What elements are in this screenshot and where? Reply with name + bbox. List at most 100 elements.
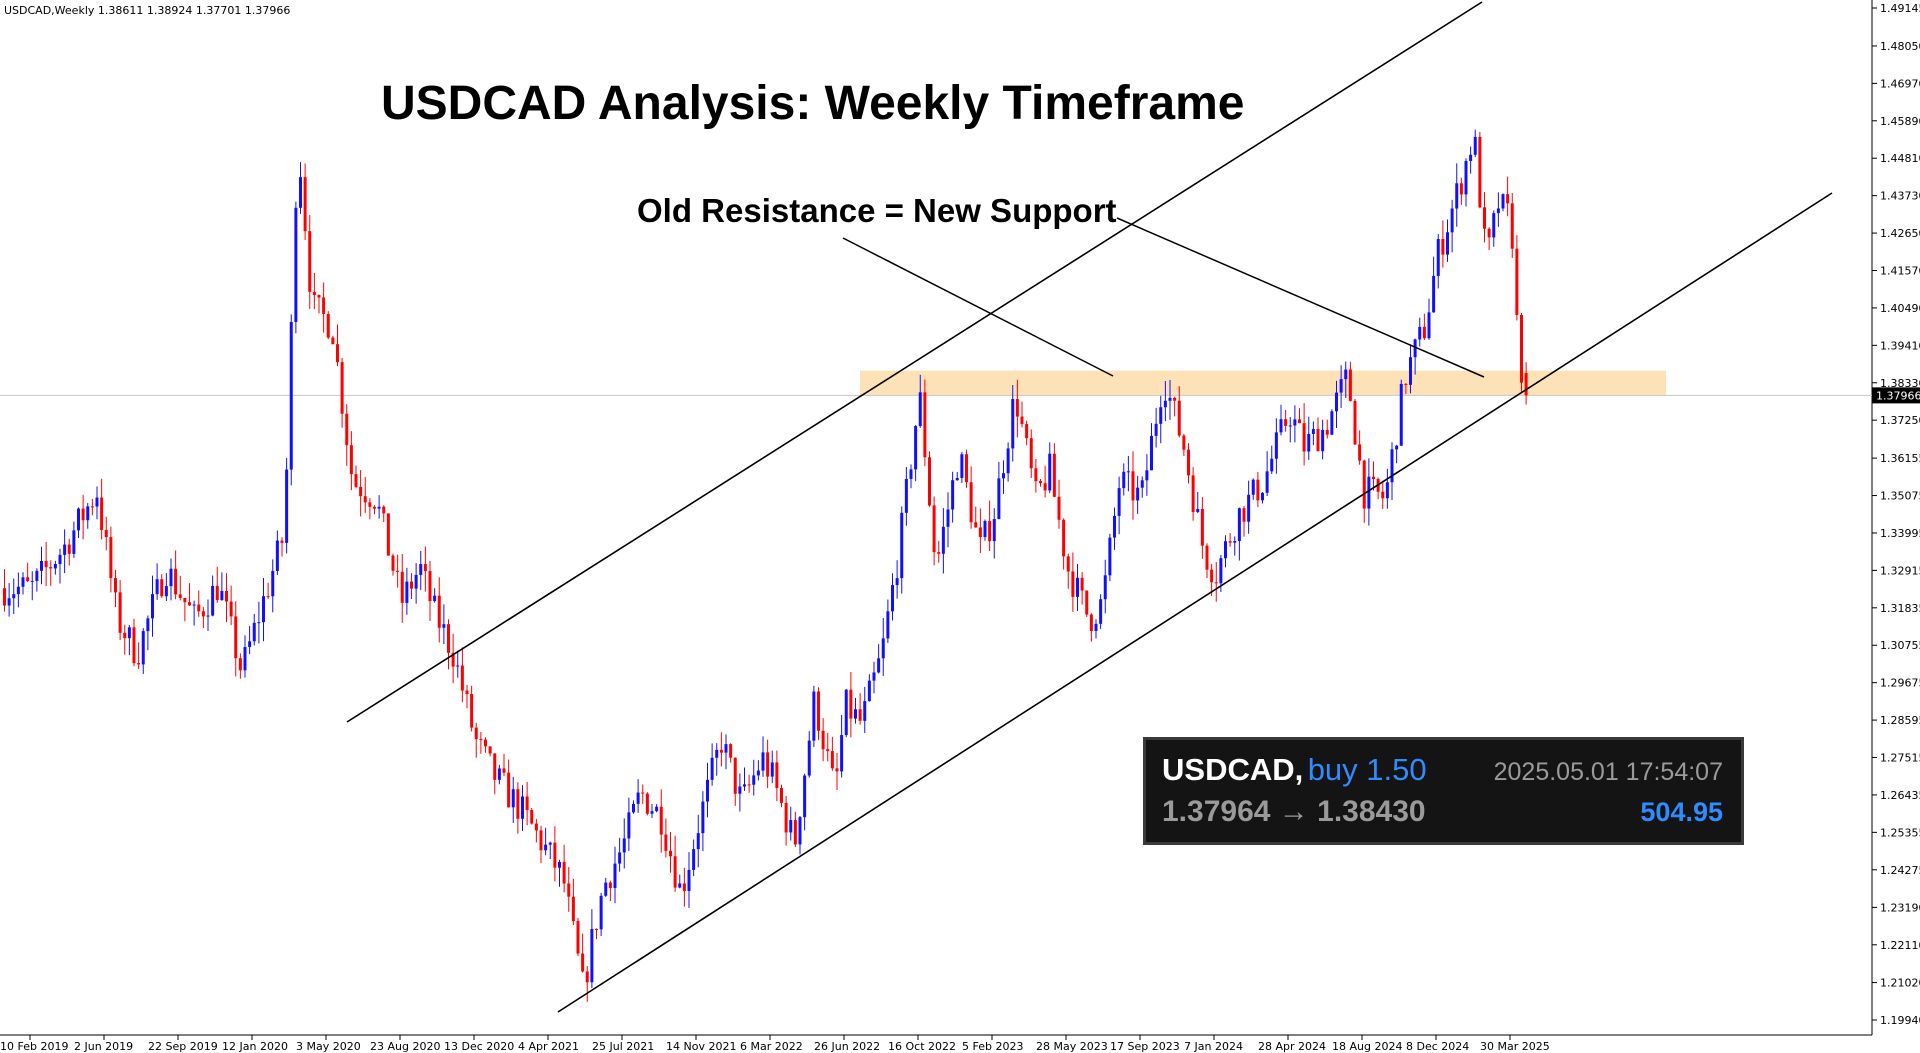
candle-body bbox=[3, 588, 6, 606]
candle-body bbox=[525, 796, 529, 810]
candle-body bbox=[1450, 208, 1454, 233]
candle-body bbox=[863, 701, 867, 721]
candle-body bbox=[178, 594, 182, 598]
candle-body bbox=[992, 519, 996, 542]
candle-body bbox=[835, 768, 839, 772]
candle-body bbox=[1108, 537, 1112, 576]
candle-body bbox=[220, 590, 224, 601]
candle-body bbox=[969, 482, 973, 523]
candle-body bbox=[1409, 357, 1412, 385]
candle-body bbox=[951, 480, 955, 510]
candle-body bbox=[442, 624, 446, 628]
candle-body bbox=[1311, 428, 1315, 434]
candle-body bbox=[636, 792, 640, 804]
candle-body bbox=[1006, 448, 1010, 474]
candle-body bbox=[1256, 479, 1260, 501]
candle-body bbox=[678, 883, 682, 888]
candle-body bbox=[419, 564, 423, 575]
candle-body bbox=[1224, 541, 1227, 559]
candle-body bbox=[1307, 433, 1311, 452]
candle-body bbox=[447, 624, 450, 653]
candle-body bbox=[238, 658, 242, 671]
candle-body bbox=[775, 762, 779, 788]
candle-body bbox=[817, 691, 820, 731]
candle-body bbox=[465, 690, 469, 694]
candle-body bbox=[1399, 383, 1403, 446]
candle-body bbox=[632, 803, 635, 813]
candle-body bbox=[1520, 314, 1523, 383]
candle-body bbox=[507, 772, 511, 808]
y-tick-label: 1.32915 bbox=[1880, 564, 1920, 577]
candle-body bbox=[1117, 488, 1121, 516]
trade-panel[interactable]: USDCAD, buy 1.50 2025.05.01 17:54:07 1.3… bbox=[1143, 737, 1744, 845]
candle-body bbox=[1177, 400, 1181, 436]
x-tick-label: 4 Apr 2021 bbox=[518, 1040, 579, 1053]
candle-body bbox=[410, 581, 413, 589]
candle-body bbox=[613, 863, 617, 888]
candle-body bbox=[928, 457, 931, 506]
x-tick-label: 25 Jul 2021 bbox=[592, 1040, 654, 1053]
candle-body bbox=[1381, 491, 1385, 499]
candle-body bbox=[100, 497, 104, 530]
y-tick-label: 1.29675 bbox=[1880, 677, 1920, 690]
candle-body bbox=[72, 530, 76, 554]
candle-body bbox=[1404, 383, 1408, 385]
candle-body bbox=[761, 752, 765, 771]
candle-body bbox=[104, 529, 108, 538]
y-tick-label: 1.33995 bbox=[1880, 527, 1920, 540]
candle-body bbox=[955, 477, 959, 481]
candle-body bbox=[599, 895, 603, 930]
candle-body bbox=[484, 739, 487, 747]
x-tick-label: 28 Apr 2024 bbox=[1258, 1040, 1326, 1053]
candle-body bbox=[294, 207, 298, 322]
candle-body bbox=[1247, 494, 1251, 522]
candle-body bbox=[807, 740, 811, 776]
candle-body bbox=[1385, 482, 1389, 499]
candle-body bbox=[895, 578, 899, 586]
y-tick-label: 1.30755 bbox=[1880, 639, 1920, 652]
candle-body bbox=[1418, 326, 1422, 340]
candle-body bbox=[1233, 540, 1237, 543]
candle-body bbox=[137, 663, 141, 665]
candle-body bbox=[1159, 407, 1163, 424]
candle-body bbox=[1455, 183, 1459, 209]
candle-body bbox=[946, 509, 950, 527]
candle-body bbox=[201, 611, 205, 617]
candle-body bbox=[1140, 480, 1144, 488]
candle-body bbox=[1154, 423, 1158, 436]
candle-body bbox=[53, 564, 57, 569]
candle-body bbox=[867, 680, 871, 702]
candle-body bbox=[1237, 508, 1241, 541]
candle-body bbox=[123, 632, 127, 639]
candle-body bbox=[132, 627, 136, 664]
candle-body bbox=[174, 568, 178, 595]
candle-body bbox=[1002, 473, 1005, 479]
x-tick-label: 26 Jun 2022 bbox=[814, 1040, 880, 1053]
y-tick-label: 1.25355 bbox=[1880, 826, 1920, 839]
candle-body bbox=[1515, 248, 1519, 315]
candle-body bbox=[479, 739, 483, 741]
candle-body bbox=[983, 520, 987, 537]
candle-body bbox=[659, 806, 663, 835]
candle-body bbox=[1293, 419, 1297, 426]
x-tick-label: 12 Jan 2020 bbox=[222, 1040, 288, 1053]
candle-body bbox=[516, 789, 520, 819]
candle-body bbox=[664, 834, 668, 851]
trade-symbol: USDCAD, bbox=[1162, 752, 1304, 787]
candle-body bbox=[932, 505, 936, 553]
candle-body bbox=[937, 552, 941, 554]
candle-body bbox=[558, 861, 561, 868]
candle-body bbox=[58, 554, 62, 565]
candle-body bbox=[368, 502, 372, 507]
candle-body bbox=[1020, 416, 1024, 425]
candle-body bbox=[197, 604, 201, 612]
candle-body bbox=[511, 789, 515, 808]
candle-body bbox=[299, 177, 302, 208]
candle-body bbox=[886, 611, 890, 639]
candle-body bbox=[1163, 400, 1167, 408]
candle-body bbox=[844, 689, 848, 736]
candle-body bbox=[308, 231, 312, 292]
candle-body bbox=[1200, 508, 1204, 546]
candle-body bbox=[86, 506, 90, 521]
